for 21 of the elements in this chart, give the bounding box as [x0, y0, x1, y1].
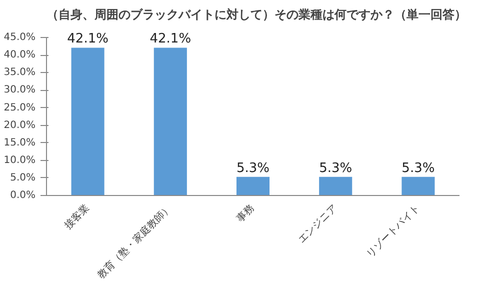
- data-label: 5.3%: [319, 160, 352, 176]
- y-tick-label: 15.0%: [4, 137, 36, 148]
- chart-title: （自身、周囲のブラックバイトに対して）その業種は何ですか？（単一回答）: [46, 8, 466, 22]
- y-tick-label: 30.0%: [4, 84, 36, 96]
- x-tick-label: 事務: [234, 202, 257, 225]
- data-label: 42.1%: [67, 32, 108, 47]
- data-label: 5.3%: [236, 160, 270, 176]
- y-tick-label: 10.0%: [4, 154, 36, 166]
- x-tick-label: 教育（塾・家庭教師）: [95, 202, 174, 282]
- y-tick-label: 0.0%: [10, 190, 36, 201]
- y-tick-label: 45.0%: [4, 32, 36, 44]
- y-tick-label: 20.0%: [4, 120, 36, 131]
- y-tick-label: 40.0%: [4, 50, 36, 61]
- x-tick-label: エンジニア: [296, 202, 340, 246]
- x-tick-label: 接客業: [62, 202, 92, 232]
- x-tick-label: リゾートバイト: [364, 202, 422, 260]
- y-tick-label: 35.0%: [4, 67, 36, 78]
- y-tick-label: 5.0%: [10, 172, 36, 184]
- y-tick-label: 25.0%: [4, 102, 36, 114]
- data-label: 5.3%: [402, 160, 435, 176]
- data-label: 42.1%: [150, 32, 192, 47]
